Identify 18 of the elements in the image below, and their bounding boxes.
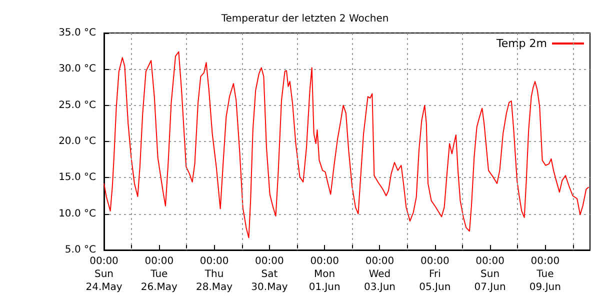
x-tick-label: 00:00 Fri 05.Jun	[419, 256, 451, 293]
chart-title: Temperatur der letzten 2 Wochen	[220, 14, 389, 24]
y-tick-label: 10.0 °C	[58, 208, 96, 220]
y-tick-label: 35.0 °C	[58, 28, 96, 38]
y-tick-label: 5.0 °C	[64, 244, 96, 256]
x-tick-label: 00:00 Sun 07.Jun	[474, 256, 506, 293]
x-tick-label: 00:00 Wed 03.Jun	[364, 256, 396, 293]
x-tick-label: 00:00 Sat 30.May	[251, 256, 288, 293]
x-tick-label: 00:00 Sun 24.May	[86, 256, 122, 293]
y-tick-label: 25.0 °C	[58, 100, 96, 111]
x-tick-label: 00:00 Mon 01.Jun	[308, 256, 340, 293]
x-tick-label: 00:00 Tue 26.May	[140, 256, 178, 293]
x-tick-label: 00:00 Thu 28.May	[196, 256, 233, 293]
y-tick-label: 15.0 °C	[58, 172, 96, 184]
x-tick-label: 00:00 Tue 09.Jun	[529, 256, 561, 293]
y-tick-label: 30.0 °C	[58, 64, 96, 75]
legend-label: Temp 2m	[495, 37, 547, 50]
y-tick-label: 20.0 °C	[58, 136, 96, 147]
